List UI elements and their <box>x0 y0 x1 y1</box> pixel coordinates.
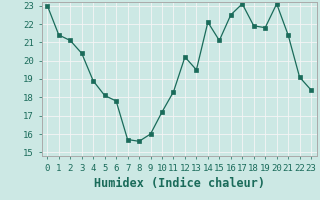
X-axis label: Humidex (Indice chaleur): Humidex (Indice chaleur) <box>94 177 265 190</box>
